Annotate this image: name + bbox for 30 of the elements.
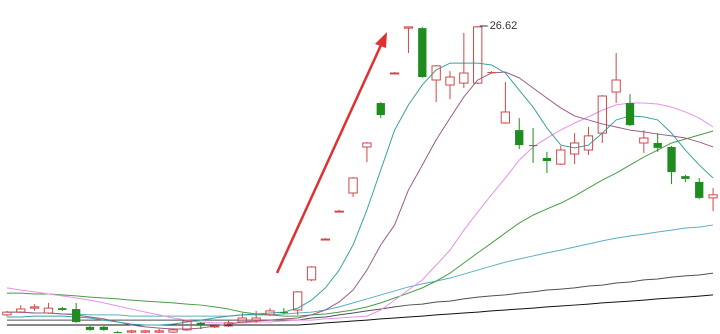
candlestick [695, 177, 704, 200]
candlestick [404, 26, 414, 54]
candlestick [639, 130, 648, 154]
candlestick [500, 81, 510, 124]
candlestick [252, 310, 261, 324]
candlestick [376, 102, 385, 119]
candlestick [598, 94, 607, 144]
candlestick [72, 302, 80, 324]
candlestick [542, 151, 552, 174]
candlestick [196, 321, 205, 330]
candlestick [570, 132, 580, 165]
candlestick [445, 70, 455, 100]
candlestick [362, 142, 372, 162]
candlestick [681, 174, 690, 182]
candlestick [210, 324, 220, 328]
candlestick [626, 94, 634, 127]
candlestick [708, 188, 718, 212]
candlestick [515, 118, 524, 150]
candlestick [584, 126, 594, 156]
candlestick [30, 304, 40, 312]
candlestick [612, 52, 621, 104]
candlestick [86, 325, 94, 332]
annotation: 26.62 [490, 20, 518, 32]
candlestick [280, 308, 288, 314]
candlestick [667, 146, 676, 185]
candlestick [654, 132, 662, 152]
candlestick [459, 32, 468, 89]
candlestick [432, 64, 441, 103]
candlestick [100, 325, 108, 332]
candlestick [528, 127, 538, 164]
